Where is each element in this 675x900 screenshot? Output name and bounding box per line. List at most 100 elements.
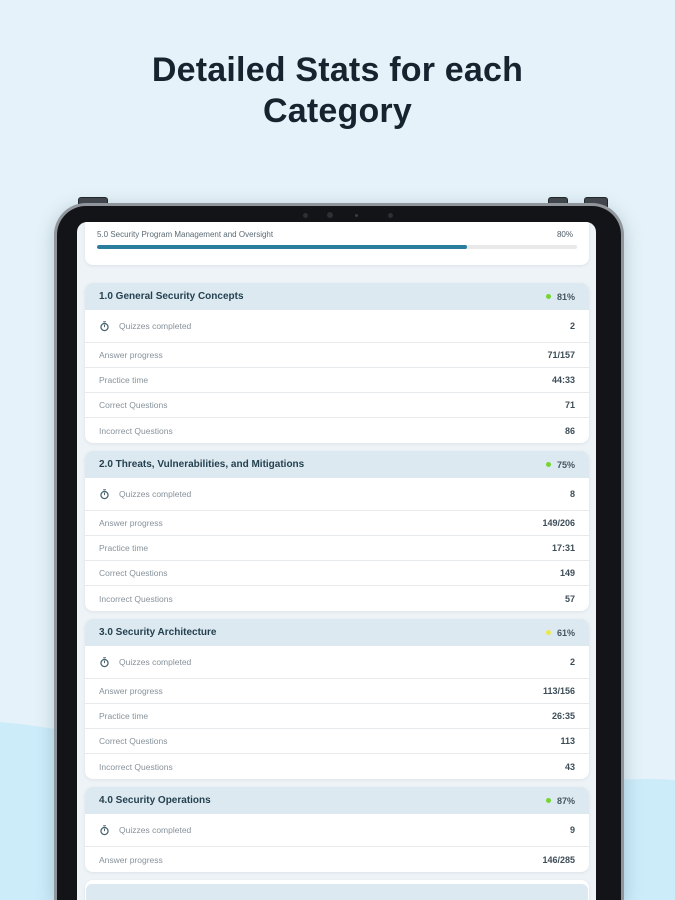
category-card-partial-top: 5.0 Security Program Management and Over… xyxy=(85,222,589,265)
stat-value: 43 xyxy=(564,761,575,772)
stat-value: 44:33 xyxy=(551,375,575,385)
category-card: 4.0 Security Operations 87% Quizzes comp… xyxy=(85,787,589,872)
category-rows: Quizzes completed 8 Answer progress 149/… xyxy=(85,478,589,611)
stat-value: 57 xyxy=(564,593,575,604)
category-card: 3.0 Security Architecture 61% Quizzes co… xyxy=(85,619,589,779)
stat-row: Quizzes completed 8 xyxy=(85,478,589,511)
stat-row: Incorrect Questions 86 xyxy=(85,418,589,443)
stat-row: Correct Questions 113 xyxy=(85,729,589,754)
sensor-dot-icon xyxy=(355,214,358,217)
category-header[interactable]: 4.0 Security Operations 87% xyxy=(85,787,589,814)
category-percent: 80% xyxy=(556,229,573,239)
page-title-block: Detailed Stats for each Category xyxy=(0,50,675,133)
category-title: 2.0 Threats, Vulnerabilities, and Mitiga… xyxy=(99,459,305,470)
stat-value: 71 xyxy=(564,400,575,410)
stat-label: Practice time xyxy=(99,543,149,553)
category-score: 81% xyxy=(545,291,575,302)
progress-bar-fill xyxy=(97,245,467,249)
stopwatch-icon xyxy=(99,320,110,332)
stat-label: Answer progress xyxy=(99,350,163,360)
stat-value: 26:35 xyxy=(551,711,575,721)
category-percent: 87% xyxy=(556,795,575,806)
stat-row: Incorrect Questions 57 xyxy=(85,586,589,611)
stat-label: Practice time xyxy=(99,375,149,385)
stat-label: Answer progress xyxy=(99,854,163,865)
stat-value: 9 xyxy=(569,825,575,835)
volume-down-button xyxy=(584,197,608,207)
tablet-mockup: 5.0 Security Program Management and Over… xyxy=(54,197,624,900)
stat-value: 86 xyxy=(564,425,575,436)
status-dot-icon xyxy=(545,294,551,299)
category-score: 75% xyxy=(545,459,575,470)
category-header[interactable]: 3.0 Security Architecture 61% xyxy=(85,619,589,646)
stat-value: 2 xyxy=(569,321,575,331)
stat-row: Practice time 17:31 xyxy=(85,536,589,561)
app-screen[interactable]: 5.0 Security Program Management and Over… xyxy=(77,222,596,900)
stat-label: Incorrect Questions xyxy=(99,761,173,772)
progress-bar xyxy=(97,245,577,249)
category-percent: 81% xyxy=(556,291,575,302)
stat-row: Practice time 44:33 xyxy=(85,368,589,393)
stat-row: Correct Questions 71 xyxy=(85,393,589,418)
category-rows: Quizzes completed 9 Answer progress 146/… xyxy=(85,814,589,872)
stat-value: 149 xyxy=(559,568,575,578)
stat-label: Quizzes completed xyxy=(119,825,192,835)
stopwatch-icon xyxy=(99,488,110,500)
category-card-partial-bottom xyxy=(85,880,589,900)
category-rows: Quizzes completed 2 Answer progress 113/… xyxy=(85,646,589,779)
category-score: 87% xyxy=(545,795,575,806)
stat-value: 149/206 xyxy=(542,518,575,528)
stat-row: Answer progress 113/156 xyxy=(85,679,589,704)
stat-value: 71/157 xyxy=(547,350,575,360)
category-percent: 75% xyxy=(556,459,575,470)
stat-label: Quizzes completed xyxy=(119,489,192,499)
stat-value: 8 xyxy=(569,489,575,499)
volume-up-button xyxy=(548,197,568,207)
front-camera-icon xyxy=(327,212,333,218)
category-title: 5.0 Security Program Management and Over… xyxy=(97,229,274,239)
category-title: 4.0 Security Operations xyxy=(99,795,211,806)
stopwatch-icon xyxy=(99,824,110,836)
category-percent: 61% xyxy=(556,627,575,638)
status-dot-icon xyxy=(545,798,551,803)
stat-label: Answer progress xyxy=(99,518,163,528)
power-button xyxy=(78,197,108,207)
category-score: 61% xyxy=(545,627,575,638)
stat-value: 146/285 xyxy=(542,854,575,865)
stat-label: Correct Questions xyxy=(99,736,168,746)
stat-label: Correct Questions xyxy=(99,400,168,410)
stat-value: 2 xyxy=(569,657,575,667)
category-title: 3.0 Security Architecture xyxy=(99,627,217,638)
stat-row: Quizzes completed 2 xyxy=(85,310,589,343)
stat-row: Quizzes completed 9 xyxy=(85,814,589,847)
stats-scroll-area[interactable]: 5.0 Security Program Management and Over… xyxy=(85,222,589,900)
page-title: Detailed Stats for each Category xyxy=(151,51,524,131)
stat-row: Answer progress 71/157 xyxy=(85,343,589,368)
stat-row: Correct Questions 149 xyxy=(85,561,589,586)
stat-row: Quizzes completed 2 xyxy=(85,646,589,679)
category-header xyxy=(86,884,588,900)
category-header[interactable]: 1.0 General Security Concepts 81% xyxy=(85,283,589,310)
stat-row: Incorrect Questions 43 xyxy=(85,754,589,779)
stopwatch-icon xyxy=(99,656,110,668)
stat-value: 113 xyxy=(560,736,575,746)
stat-label: Incorrect Questions xyxy=(99,593,173,604)
front-camera-icon xyxy=(303,213,308,218)
stat-label: Quizzes completed xyxy=(119,657,192,667)
category-title: 1.0 General Security Concepts xyxy=(99,291,244,302)
stat-label: Practice time xyxy=(99,711,149,721)
stat-label: Quizzes completed xyxy=(119,321,192,331)
front-camera-icon xyxy=(388,213,393,218)
stat-label: Correct Questions xyxy=(99,568,168,578)
stat-label: Answer progress xyxy=(99,686,163,696)
stat-label: Incorrect Questions xyxy=(99,425,173,436)
stat-value: 113/156 xyxy=(542,686,575,696)
stat-row: Answer progress 149/206 xyxy=(85,511,589,536)
category-card: 1.0 General Security Concepts 81% Quizze… xyxy=(85,283,589,443)
category-card: 2.0 Threats, Vulnerabilities, and Mitiga… xyxy=(85,451,589,611)
category-header[interactable]: 2.0 Threats, Vulnerabilities, and Mitiga… xyxy=(85,451,589,478)
status-dot-icon xyxy=(545,630,551,635)
status-dot-icon xyxy=(545,462,551,467)
stat-row: Answer progress 146/285 xyxy=(85,847,589,872)
